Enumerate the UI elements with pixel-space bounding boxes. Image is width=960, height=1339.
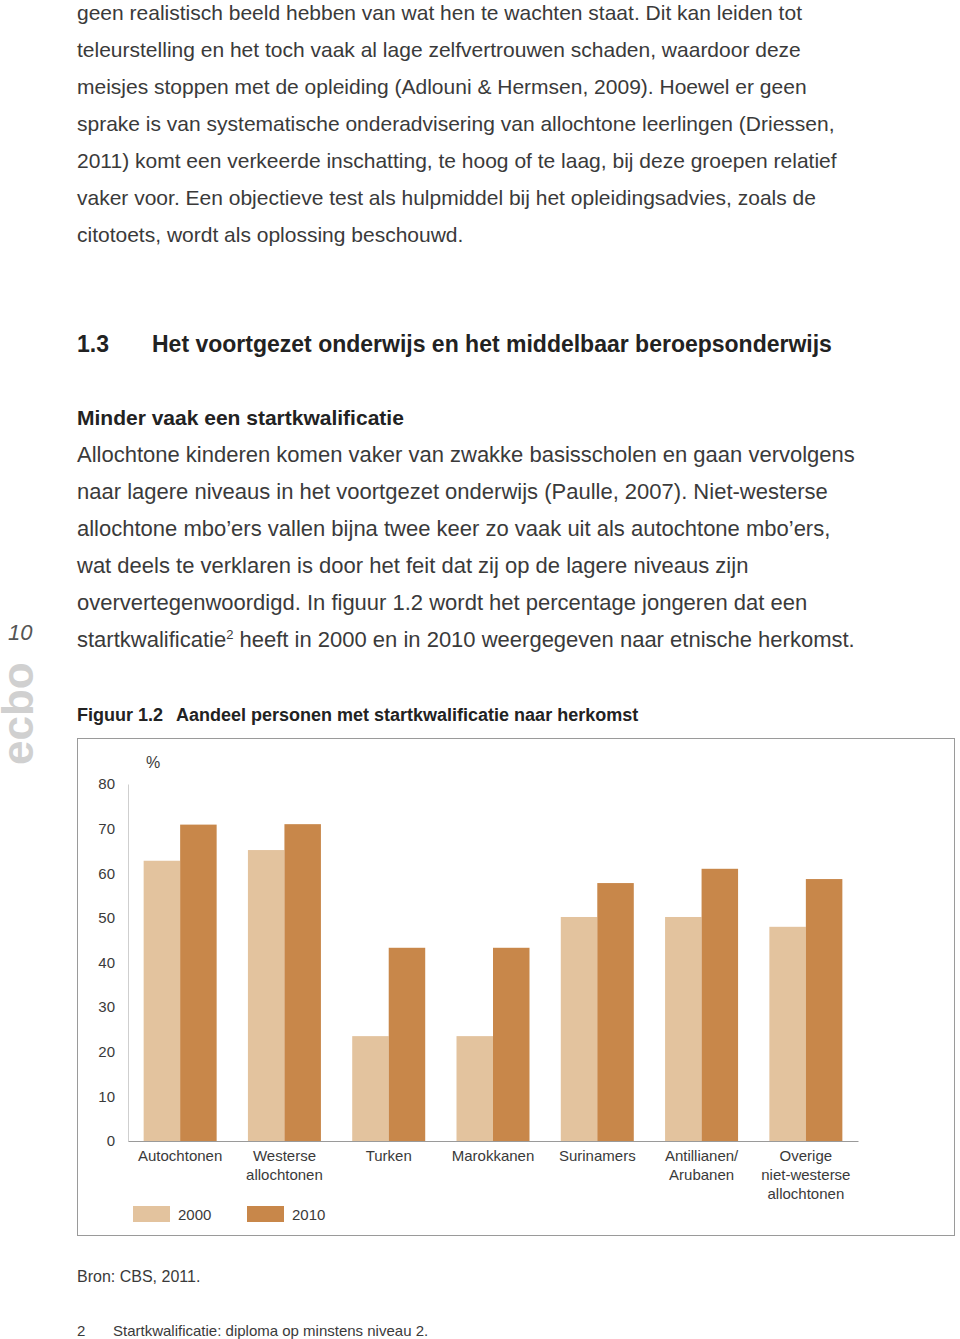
bar <box>561 917 598 1141</box>
bar <box>248 850 285 1141</box>
figure-frame <box>78 739 955 1236</box>
bar <box>352 1036 389 1141</box>
page: geen realistisch beeld hebben van wat he… <box>0 0 960 1339</box>
y-axis-line <box>128 785 129 1142</box>
bar <box>457 1036 494 1141</box>
x-tick-label-line: Surinamers <box>559 1147 636 1164</box>
x-tick-label-line: niet-westerse <box>761 1166 850 1183</box>
body-text-line: vaker voor. Een objectieve test als hulp… <box>77 186 816 209</box>
y-tick-label: 40 <box>98 954 115 971</box>
y-tick: 20 <box>98 1043 128 1060</box>
body-text-line: Allochtone kinderen komen vaker van zwak… <box>77 442 855 467</box>
x-tick-label-line: allochtonen <box>246 1166 323 1183</box>
legend-swatch <box>133 1206 170 1222</box>
bar <box>665 917 702 1141</box>
section-number: 1.3 <box>77 331 109 357</box>
x-tick-label: Autochtonen <box>138 1147 222 1164</box>
page-number: 10 <box>8 620 33 645</box>
footnote-ref: 2 <box>226 627 233 642</box>
bar <box>769 927 806 1141</box>
bar <box>389 948 426 1141</box>
body-text-line: 2011) komt een verkeerde inschatting, te… <box>77 149 837 172</box>
x-tick: Marokkanen <box>452 1141 535 1164</box>
body-text-line: geen realistisch beeld hebben van wat he… <box>77 1 802 24</box>
text-run: heeft in 2000 en in 2010 weergegeven naa… <box>233 627 854 652</box>
bar <box>144 861 181 1141</box>
figure-label: Figuur 1.2 <box>77 705 163 725</box>
y-axis: 0 10 20 30 40 50 60 70 80 <box>98 775 128 1149</box>
bar <box>284 824 321 1141</box>
x-tick: Turken <box>366 1141 412 1164</box>
source-note: Bron: CBS, 2011. <box>77 1268 200 1285</box>
x-tick: Overige niet-westerse allochtonen <box>761 1141 850 1202</box>
y-tick: 40 <box>98 954 128 971</box>
x-tick-label-line: Overige <box>780 1147 833 1164</box>
x-tick-label: Antillianen/Arubanen <box>665 1147 739 1183</box>
bar <box>493 948 530 1141</box>
subheading: Minder vaak een startkwalificatie <box>77 406 404 429</box>
y-tick-label: 80 <box>98 775 115 792</box>
x-tick-label: Overige niet-westerse allochtonen <box>761 1147 850 1202</box>
x-tick-label-line: Autochtonen <box>138 1147 222 1164</box>
section-title: Het voortgezet onderwijs en het middelba… <box>152 331 832 357</box>
body-text-line: meisjes stoppen met de opleiding (Adloun… <box>77 75 807 98</box>
y-axis-title: % <box>146 754 160 771</box>
x-tick-label-line: Marokkanen <box>452 1147 535 1164</box>
footnote-text: Startkwalificatie: diploma op minstens n… <box>113 1322 428 1339</box>
x-tick-label: Westerse allochtonen <box>246 1147 323 1183</box>
chart-title: Aandeel personen met startkwalificatie n… <box>176 705 638 725</box>
y-tick: 30 <box>98 998 128 1015</box>
y-tick-label: 0 <box>107 1132 115 1149</box>
x-tick-label: Turken <box>366 1147 412 1164</box>
x-tick-label-line: Turken <box>366 1147 412 1164</box>
legend-label: 2010 <box>292 1206 325 1223</box>
y-tick: 80 <box>98 775 128 792</box>
y-tick: 50 <box>98 909 128 926</box>
x-tick: Autochtonen <box>138 1141 222 1164</box>
x-tick-label: Surinamers <box>559 1147 636 1164</box>
body-text-line: sprake is van systematische onderadviser… <box>77 112 835 135</box>
x-axis: Autochtonen Westerse allochtonen Turken Maro… <box>129 1141 859 1202</box>
x-tick-label-line: Antillianen/ <box>665 1147 739 1164</box>
y-tick-label: 70 <box>98 820 115 837</box>
body-text-line: startkwalificatie2 heeft in 2000 en in 2… <box>77 627 855 652</box>
x-axis-line <box>129 1141 859 1142</box>
y-tick-label: 30 <box>98 998 115 1015</box>
y-tick: 0 <box>107 1132 128 1149</box>
legend-swatch <box>247 1206 284 1222</box>
body-text-line: wat deels te verklaren is door het feit … <box>76 553 748 578</box>
x-tick: Antillianen/Arubanen <box>665 1141 739 1183</box>
y-tick-label: 60 <box>98 865 115 882</box>
bar <box>702 869 739 1141</box>
y-tick: 10 <box>98 1088 128 1105</box>
x-tick-label-line: Arubanen <box>669 1166 734 1183</box>
body-text-line: citotoets, wordt als oplossing beschouwd… <box>77 223 463 246</box>
publisher-mark: ecbo <box>0 662 42 765</box>
x-tick-label-line: Westerse <box>253 1147 316 1164</box>
legend-label: 2000 <box>178 1206 211 1223</box>
bars <box>144 824 843 1141</box>
text-run: startkwalificatie <box>77 627 226 652</box>
x-tick: Westerse allochtonen <box>246 1141 323 1183</box>
body-text-line: allochtone mbo’ers vallen bijna twee kee… <box>77 516 830 541</box>
y-tick: 70 <box>98 820 128 837</box>
body-text-line: oververtegenwoordigd. In figuur 1.2 word… <box>77 590 807 615</box>
bar <box>597 883 634 1141</box>
footnote-number: 2 <box>77 1322 85 1339</box>
y-tick: 60 <box>98 865 128 882</box>
body-text-line: teleurstelling en het toch vaak al lage … <box>77 38 801 61</box>
x-tick: Surinamers <box>559 1141 636 1164</box>
x-tick-label-line: allochtonen <box>767 1185 844 1202</box>
legend: 2000 2010 <box>133 1206 325 1223</box>
bar <box>180 825 217 1141</box>
y-tick-label: 20 <box>98 1043 115 1060</box>
y-tick-label: 50 <box>98 909 115 926</box>
body-text-line: naar lagere niveaus in het voortgezet on… <box>77 479 828 504</box>
bar <box>806 879 843 1141</box>
x-tick-label: Marokkanen <box>452 1147 535 1164</box>
y-tick-label: 10 <box>98 1088 115 1105</box>
